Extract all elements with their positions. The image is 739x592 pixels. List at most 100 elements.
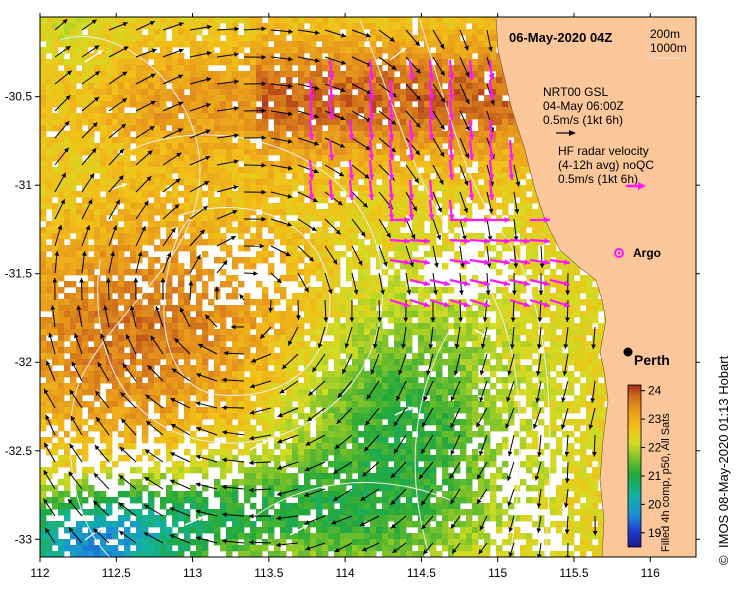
sst-cell xyxy=(226,185,233,192)
sst-cell xyxy=(40,83,47,90)
sst-cell xyxy=(388,263,395,270)
sst-cell xyxy=(166,215,173,222)
sst-cell xyxy=(322,47,329,54)
sst-cell xyxy=(586,305,593,312)
sst-cell xyxy=(508,389,515,396)
sst-cell xyxy=(58,299,65,306)
sst-cell xyxy=(172,305,179,312)
sst-cell xyxy=(388,59,395,66)
sst-cell xyxy=(346,215,353,222)
sst-cell xyxy=(184,395,191,402)
sst-cell xyxy=(442,185,449,192)
sst-cell xyxy=(502,341,509,348)
sst-cell xyxy=(346,149,353,156)
sst-cell xyxy=(490,353,497,360)
sst-cell xyxy=(352,35,359,42)
sst-cell xyxy=(232,401,239,408)
sst-cell xyxy=(214,185,221,192)
sst-cell xyxy=(364,65,371,72)
sst-cell xyxy=(520,173,527,180)
sst-cell xyxy=(382,305,389,312)
sst-cell xyxy=(214,71,221,78)
sst-cell xyxy=(148,137,155,144)
sst-cell xyxy=(202,281,209,288)
sst-cell xyxy=(232,257,239,264)
sst-cell xyxy=(226,245,233,252)
sst-cell xyxy=(190,131,197,138)
sst-cell xyxy=(310,215,317,222)
sst-cell xyxy=(82,305,89,312)
sst-cell xyxy=(310,179,317,186)
sst-cell xyxy=(472,101,479,108)
sst-cell xyxy=(442,401,449,408)
sst-cell xyxy=(514,161,521,168)
sst-cell xyxy=(532,329,539,336)
sst-cell xyxy=(166,137,173,144)
sst-cell xyxy=(238,305,245,312)
sst-cell xyxy=(412,245,419,252)
sst-cell xyxy=(442,47,449,54)
sst-cell xyxy=(64,101,71,108)
sst-cell xyxy=(556,371,563,378)
sst-cell xyxy=(436,221,443,228)
sst-cell xyxy=(376,401,383,408)
sst-cell xyxy=(400,167,407,174)
sst-cell xyxy=(490,383,497,390)
sst-cell xyxy=(550,347,557,354)
sst-cell xyxy=(166,179,173,186)
sst-cell xyxy=(490,191,497,198)
sst-cell xyxy=(88,335,95,342)
sst-cell xyxy=(46,167,53,174)
sst-cell xyxy=(286,275,293,282)
sst-cell xyxy=(268,263,275,270)
sst-cell xyxy=(448,41,455,48)
sst-cell xyxy=(298,335,305,342)
sst-cell xyxy=(388,35,395,42)
sst-cell xyxy=(334,65,341,72)
sst-cell xyxy=(232,275,239,282)
sst-cell xyxy=(88,89,95,96)
sst-cell xyxy=(220,71,227,78)
sst-cell xyxy=(286,413,293,420)
sst-cell xyxy=(208,77,215,84)
sst-cell xyxy=(334,101,341,108)
sst-cell xyxy=(598,299,605,306)
sst-cell xyxy=(418,209,425,216)
sst-cell xyxy=(274,389,281,396)
sst-cell xyxy=(382,161,389,168)
sst-cell xyxy=(196,137,203,144)
sst-cell xyxy=(280,407,287,414)
sst-cell xyxy=(328,137,335,144)
sst-cell xyxy=(376,377,383,384)
sst-cell xyxy=(232,65,239,72)
sst-cell xyxy=(532,275,539,282)
sst-cell xyxy=(172,389,179,396)
sst-cell xyxy=(274,419,281,426)
sst-cell xyxy=(346,77,353,84)
sst-cell xyxy=(52,47,59,54)
sst-cell xyxy=(574,323,581,330)
sst-cell xyxy=(262,101,269,108)
sst-cell xyxy=(46,155,53,162)
sst-cell xyxy=(370,101,377,108)
sst-cell xyxy=(52,359,59,366)
sst-cell xyxy=(46,143,53,150)
sst-cell xyxy=(274,395,281,402)
sst-cell xyxy=(274,311,281,318)
sst-cell xyxy=(364,341,371,348)
sst-cell xyxy=(424,209,431,216)
sst-cell xyxy=(346,299,353,306)
sst-cell xyxy=(466,47,473,54)
sst-cell xyxy=(154,317,161,324)
sst-cell xyxy=(328,119,335,126)
sst-cell xyxy=(556,353,563,360)
sst-cell xyxy=(394,197,401,204)
sst-cell xyxy=(130,83,137,90)
sst-cell xyxy=(394,113,401,120)
sst-cell xyxy=(598,401,605,408)
sst-cell xyxy=(574,347,581,354)
sst-cell xyxy=(184,29,191,36)
sst-cell xyxy=(352,77,359,84)
sst-cell xyxy=(268,59,275,66)
sst-cell xyxy=(502,389,509,396)
